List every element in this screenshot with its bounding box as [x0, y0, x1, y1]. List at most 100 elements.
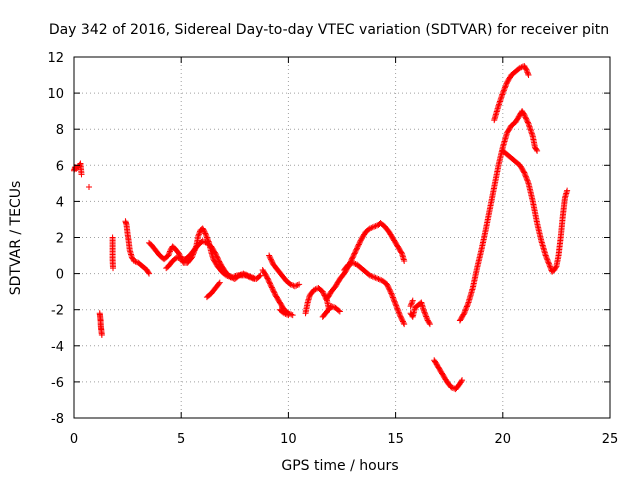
data-point: [388, 291, 395, 298]
data-point: [534, 147, 541, 154]
data-point: [265, 276, 272, 283]
grid-lines: [74, 57, 610, 418]
data-point: [266, 279, 273, 286]
data-point: [352, 249, 359, 256]
y-tick-label: -4: [51, 340, 64, 355]
data-point: [266, 252, 273, 259]
data-point: [231, 273, 238, 280]
data-point: [265, 278, 272, 285]
data-point: [546, 262, 553, 269]
data-point: [372, 274, 379, 281]
data-point: [564, 187, 571, 194]
data-point: [366, 272, 373, 279]
y-tick-label: 12: [47, 51, 64, 66]
data-point: [351, 250, 358, 257]
data-points: [71, 63, 571, 393]
data-point: [199, 238, 206, 245]
data-point: [546, 263, 553, 270]
data-point: [464, 302, 471, 309]
data-point: [533, 146, 540, 153]
data-point: [388, 290, 395, 297]
data-point: [248, 274, 255, 281]
data-point: [543, 253, 550, 260]
y-tick-label: 4: [56, 195, 64, 210]
data-point: [175, 254, 182, 261]
y-tick-label: -6: [51, 376, 64, 391]
data-point: [421, 308, 428, 315]
data-point: [311, 286, 318, 293]
data-point: [214, 255, 221, 262]
data-point: [214, 254, 221, 261]
data-point: [520, 168, 527, 175]
y-tick-label: 6: [56, 159, 64, 174]
x-axis-title: GPS time / hours: [281, 458, 398, 474]
data-point: [408, 301, 415, 308]
data-point: [264, 275, 271, 282]
data-point: [245, 273, 252, 280]
data-point: [166, 248, 173, 255]
data-point: [500, 87, 507, 94]
data-point: [294, 282, 301, 289]
data-point: [523, 66, 530, 73]
data-point: [246, 274, 253, 281]
data-point: [270, 288, 277, 295]
data-point: [522, 114, 529, 121]
data-point: [545, 260, 552, 267]
data-point: [545, 259, 552, 266]
data-point: [401, 257, 408, 264]
data-point: [281, 310, 288, 317]
data-point: [350, 253, 357, 260]
data-point: [282, 310, 289, 317]
data-point: [366, 225, 373, 232]
data-point: [176, 250, 183, 257]
x-tick-label: 25: [602, 432, 619, 447]
data-point: [398, 314, 405, 321]
data-point: [543, 255, 550, 262]
data-point: [461, 310, 468, 317]
data-point: [426, 319, 433, 326]
data-point: [393, 303, 400, 310]
data-point: [423, 313, 430, 320]
data-point: [461, 308, 468, 315]
data-point: [426, 321, 433, 328]
data-point: [500, 88, 507, 95]
data-point: [349, 259, 356, 266]
x-tick-label: 5: [177, 432, 185, 447]
data-point: [216, 279, 223, 286]
data-point: [393, 302, 400, 309]
data-point: [523, 115, 530, 122]
data-point: [271, 289, 278, 296]
data-point: [396, 312, 403, 319]
data-point: [320, 289, 327, 296]
data-point: [146, 270, 153, 277]
data-point: [521, 113, 528, 120]
data-point: [145, 269, 152, 276]
data-point: [165, 251, 172, 258]
data-point: [398, 249, 405, 256]
data-point: [345, 261, 352, 268]
data-point: [516, 64, 523, 71]
data-point: [266, 253, 273, 260]
data-point: [390, 295, 397, 302]
data-point: [525, 72, 532, 79]
data-point: [400, 319, 407, 326]
data-point: [409, 297, 416, 304]
data-point: [522, 173, 529, 180]
data-point: [291, 283, 298, 290]
data-point: [458, 378, 465, 385]
data-point: [213, 253, 220, 260]
data-point: [201, 229, 208, 236]
data-point: [329, 303, 336, 310]
data-point: [387, 289, 394, 296]
data-point: [503, 81, 510, 88]
data-point: [196, 229, 203, 236]
data-point: [256, 273, 263, 280]
data-point: [268, 284, 275, 291]
data-point: [386, 286, 393, 293]
data-point: [335, 307, 342, 314]
data-point: [165, 252, 172, 259]
data-point: [375, 276, 382, 283]
data-point: [389, 294, 396, 301]
data-point: [319, 288, 326, 295]
data-point: [195, 231, 202, 238]
